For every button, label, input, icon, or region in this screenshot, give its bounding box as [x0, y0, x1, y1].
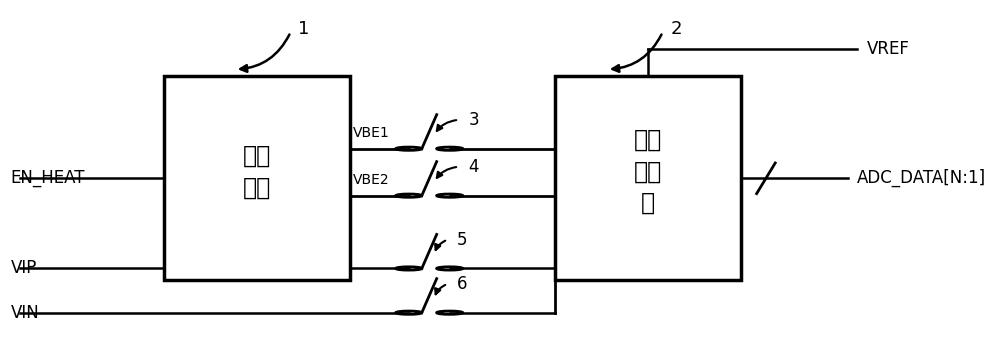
Text: 5: 5 [457, 230, 468, 249]
Text: 3: 3 [468, 111, 479, 129]
Text: 4: 4 [468, 158, 479, 176]
FancyArrowPatch shape [435, 241, 445, 250]
Text: 2: 2 [670, 20, 682, 38]
Text: VREF: VREF [866, 40, 909, 58]
Text: EN_HEAT: EN_HEAT [11, 169, 85, 187]
Text: ADC_DATA[N:1]: ADC_DATA[N:1] [857, 169, 986, 187]
Text: VBE1: VBE1 [353, 126, 390, 140]
Bar [164, 76, 350, 280]
FancyArrowPatch shape [437, 167, 456, 178]
FancyArrowPatch shape [240, 35, 289, 72]
Text: VIN: VIN [11, 304, 39, 322]
FancyArrowPatch shape [437, 120, 456, 131]
Text: VIP: VIP [11, 259, 37, 277]
Text: VBE2: VBE2 [353, 173, 390, 187]
Bar [555, 76, 741, 280]
Text: 6: 6 [457, 275, 468, 293]
Text: 带隙
基准: 带隙 基准 [243, 144, 271, 199]
Text: 模数
转换
器: 模数 转换 器 [634, 128, 662, 215]
FancyArrowPatch shape [612, 35, 661, 72]
Text: 1: 1 [298, 20, 309, 38]
FancyArrowPatch shape [435, 285, 445, 294]
